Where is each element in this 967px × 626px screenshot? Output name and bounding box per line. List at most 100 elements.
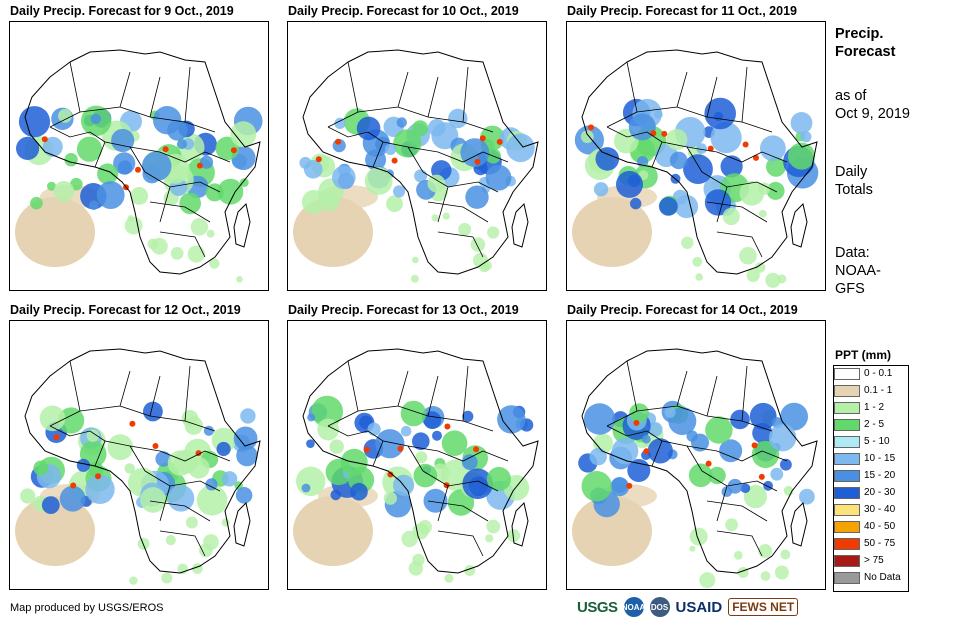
panel-title-1: Daily Precip. Forecast for 9 Oct., 2019 (10, 4, 234, 18)
country-border (159, 186, 171, 223)
country-border (357, 71, 409, 113)
africa-map-svg (15, 348, 261, 585)
panel-title-3: Daily Precip. Forecast for 11 Oct., 2019 (567, 4, 797, 18)
country-border (204, 450, 231, 462)
country-border (482, 450, 509, 462)
country-border (357, 370, 409, 412)
country-border (159, 231, 206, 258)
country-border (407, 445, 484, 462)
country-border (204, 151, 231, 163)
africa-map-svg (293, 348, 539, 583)
country-border (422, 470, 499, 492)
country-border (701, 171, 778, 193)
africa-map-svg (15, 49, 263, 283)
country-border (129, 445, 206, 462)
country-border (437, 485, 449, 522)
side-totals: Daily Totals (835, 163, 873, 199)
madagascar-outline (790, 203, 808, 248)
usgs-logo: USGS (577, 598, 618, 616)
country-border (184, 420, 216, 432)
africa-map-svg (293, 49, 539, 283)
legend-swatch (834, 418, 860, 431)
country-border (372, 141, 424, 173)
legend-item: 50 - 75 (834, 535, 908, 552)
panel-title-4: Daily Precip. Forecast for 12 Oct., 2019 (10, 303, 241, 317)
side-asof-line1: as of (835, 88, 867, 104)
country-border (606, 425, 663, 442)
country-border (437, 186, 449, 223)
country-border (159, 530, 206, 557)
legend-item: 1 - 2 (834, 399, 908, 416)
country-border (94, 440, 146, 472)
madagascar-outline (511, 502, 529, 547)
africa-outline (24, 49, 261, 275)
map-panel-1 (9, 21, 269, 291)
side-asof: as of Oct 9, 2019 (835, 87, 910, 123)
legend-item: > 75 (834, 552, 908, 569)
country-border (144, 470, 221, 492)
legend-item: 0 - 0.1 (834, 365, 908, 382)
side-totals-line2: Totals (835, 182, 873, 198)
legend-label: 15 - 20 (864, 470, 896, 481)
usaid-logo: USAID (675, 598, 723, 616)
madagascar-outline (233, 203, 251, 248)
africa-outline (581, 348, 818, 574)
country-border (716, 485, 728, 522)
precip-field (572, 97, 819, 288)
legend-item: 10 - 15 (834, 450, 908, 467)
legend-label: 20 - 30 (864, 487, 896, 498)
madagascar-outline (790, 502, 808, 547)
legend-swatch (834, 469, 860, 482)
legend-swatch (834, 486, 860, 499)
country-border (427, 500, 489, 522)
legend-swatch (834, 384, 860, 397)
legend-swatch (834, 571, 860, 584)
madagascar-outline (233, 502, 251, 547)
legend-title: PPT (mm) (835, 348, 892, 362)
country-border (716, 530, 763, 557)
side-title-line2: Forecast (835, 44, 896, 60)
legend-label: 0 - 0.1 (864, 368, 893, 379)
legend-label: 0.1 - 1 (864, 385, 893, 396)
country-border (651, 440, 703, 472)
country-border (49, 425, 106, 442)
panel-title-6: Daily Precip. Forecast for 14 Oct., 2019 (567, 303, 798, 317)
panel-title-2: Daily Precip. Forecast for 10 Oct., 2019 (288, 4, 519, 18)
legend-label: 5 - 10 (864, 436, 890, 447)
country-border (482, 151, 509, 163)
africa-map-svg (572, 49, 819, 288)
credit-text: Map produced by USGS/EROS (10, 602, 164, 614)
side-data: Data: NOAA- GFS (835, 244, 881, 298)
legend-item: 5 - 10 (834, 433, 908, 450)
legend-swatch (834, 401, 860, 414)
country-border (422, 171, 499, 193)
country-border (149, 500, 211, 522)
country-border (706, 500, 768, 522)
map-panel-4 (9, 320, 269, 590)
side-title-line1: Precip. (835, 26, 884, 42)
country-border (79, 370, 131, 412)
country-border (462, 420, 494, 432)
country-border (716, 231, 763, 258)
legend-item: 15 - 20 (834, 467, 908, 484)
legend-swatch (834, 503, 860, 516)
africa-outline (302, 348, 539, 574)
map-panel-3 (566, 21, 826, 291)
country-border (686, 146, 763, 163)
precip-field (293, 108, 535, 283)
precip-field (572, 400, 815, 589)
africa-map-svg (572, 348, 818, 589)
country-border (407, 146, 484, 163)
side-data-line1: Data: (835, 245, 870, 261)
country-border (327, 425, 384, 442)
country-border (686, 445, 763, 462)
legend-item: No Data (834, 569, 908, 586)
legend-swatch (834, 520, 860, 533)
country-border (144, 171, 221, 193)
country-border (741, 121, 773, 133)
country-border (462, 121, 494, 133)
precip-field (15, 401, 258, 585)
country-border (79, 71, 131, 113)
legend-label: 1 - 2 (864, 402, 885, 413)
country-border (372, 440, 424, 472)
